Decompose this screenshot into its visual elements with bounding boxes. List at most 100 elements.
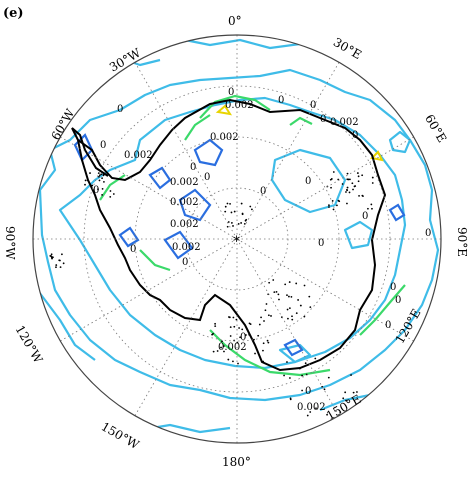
contour-label: 0.002	[330, 117, 359, 128]
stipple-dot	[84, 183, 86, 186]
stipple-dot	[101, 177, 103, 180]
contour-label: 0	[93, 185, 99, 196]
stipple-dot	[291, 315, 293, 318]
stipple-dot	[267, 341, 270, 344]
stipple-dot	[309, 306, 312, 309]
stipple-dot	[89, 172, 91, 174]
latitude-circle	[185, 187, 289, 291]
contour-cyan-wiggle-2	[184, 38, 331, 52]
stipple-dot	[308, 295, 311, 298]
stipple-dot	[289, 377, 291, 379]
stipple-dot	[275, 290, 278, 293]
stipple-dot	[220, 346, 222, 349]
stipple-dot	[238, 327, 240, 329]
contour-cyan-ring-3	[278, 343, 312, 364]
stipple-dot	[268, 281, 271, 284]
stipple-dot	[314, 357, 317, 360]
contour-label: 0.002	[218, 342, 247, 353]
stipple-dot	[342, 397, 345, 400]
stipple-dot	[267, 314, 270, 317]
stipple-dot	[58, 259, 61, 262]
contour-cyan-ring-1	[343, 220, 374, 250]
stipple-dot	[301, 389, 304, 392]
contour-label: 0	[190, 162, 196, 173]
stipple-dot	[223, 350, 225, 353]
stipple-dot	[84, 179, 87, 182]
contour-label: 0.002	[124, 150, 153, 161]
stipple-dot	[265, 303, 268, 305]
contour-green-7	[289, 116, 313, 126]
stipple-dot	[370, 203, 373, 206]
stipple-dot	[323, 388, 326, 391]
stipple-dot	[337, 199, 340, 202]
stipple-dot	[250, 208, 253, 211]
stipple-dot	[226, 202, 229, 205]
stipple-dot	[101, 194, 104, 196]
contour-green-1	[199, 94, 271, 119]
latitude-circle	[134, 136, 340, 342]
stipple-dot	[352, 391, 355, 394]
stipple-dot	[212, 350, 215, 353]
contour-label: 0.002	[170, 197, 199, 208]
stipple-dot	[347, 178, 350, 181]
stipple-dot	[288, 307, 291, 310]
stipple-dot	[51, 257, 53, 260]
stipple-dot	[50, 255, 53, 258]
stipple-dot	[371, 207, 373, 210]
stipple-dot	[100, 173, 103, 176]
stipple-dot	[233, 325, 236, 328]
longitude-label-90e: 90°E	[455, 227, 469, 257]
contour-label: 0	[352, 130, 358, 141]
contour-label: 0	[305, 386, 311, 397]
contour-label: 0	[305, 176, 311, 187]
stipple-dot	[349, 178, 351, 181]
stipple-dot	[301, 374, 303, 377]
stipple-dot	[356, 172, 359, 174]
map-frame	[32, 34, 442, 444]
stipple-dot	[61, 253, 63, 256]
stipple-dot	[62, 262, 65, 265]
contour-label: 0	[395, 295, 401, 306]
stipple-dot	[97, 175, 100, 178]
contour-yellow-group	[215, 104, 384, 162]
contour-label: 0	[310, 100, 316, 111]
stipple-dot	[264, 309, 267, 312]
stipple-dot	[352, 188, 354, 191]
stipple-dot	[354, 185, 357, 187]
stipple-dot	[315, 407, 317, 410]
stipple-dot	[288, 281, 291, 283]
stipple-dot	[361, 174, 364, 177]
contour-labels: 0 0 0 0 0.002 0.002 0 0.002 0 0 0.002 0 …	[93, 87, 431, 413]
stipple-dot	[357, 180, 360, 183]
stipple-dot	[367, 207, 369, 210]
stipple-dot	[289, 397, 292, 400]
stipple-dot	[306, 414, 309, 417]
contour-blue-5	[193, 138, 224, 167]
stipple-dot	[232, 316, 235, 319]
contour-cyan-wiggle-5	[109, 418, 231, 434]
stipple-dot	[299, 304, 302, 307]
stipple-dot	[327, 376, 330, 379]
stipple-dot	[227, 221, 230, 223]
stipple-dot	[240, 222, 243, 224]
contour-label: 0	[204, 172, 210, 183]
stipple-dot	[98, 179, 101, 182]
stipple-dot	[228, 316, 231, 319]
longitude-label-120w: 120°W	[13, 323, 46, 366]
stipple-dot	[309, 411, 312, 413]
stipple-dot	[326, 413, 328, 416]
longitude-label-30w: 30°W	[107, 45, 144, 74]
stipple-dot	[55, 264, 58, 266]
stipple-dot	[237, 223, 240, 225]
longitude-label-120e: 120°E	[393, 306, 424, 346]
stipple-dot	[346, 202, 348, 205]
contour-label: 0	[318, 238, 324, 249]
stipple-dot	[109, 195, 112, 198]
stipple-dot	[243, 222, 246, 225]
stipple-dot	[328, 204, 330, 207]
stipple-dot	[262, 342, 265, 345]
stipple-dot	[371, 182, 374, 184]
contour-yellow-1	[215, 104, 233, 116]
stipple-dot	[59, 266, 62, 268]
